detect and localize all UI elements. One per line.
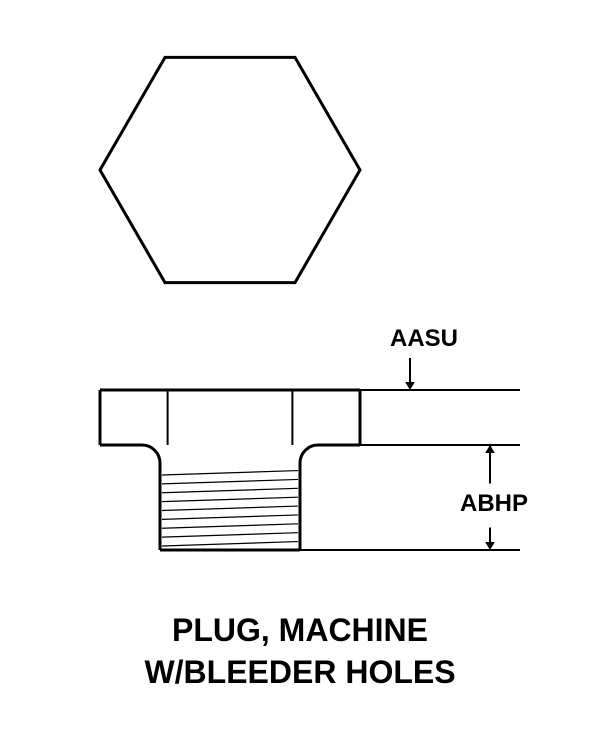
title-line-1: PLUG, MACHINE [0,610,600,652]
diagram-title: PLUG, MACHINE W/BLEEDER HOLES [0,610,600,693]
diagram-canvas: AASU ABHP PLUG, MACHINE W/BLEEDER HOLES [0,0,600,750]
dimension-label-abhp: ABHP [460,490,528,518]
title-line-2: W/BLEEDER HOLES [0,652,600,694]
dimension-label-aasu: AASU [390,325,458,353]
